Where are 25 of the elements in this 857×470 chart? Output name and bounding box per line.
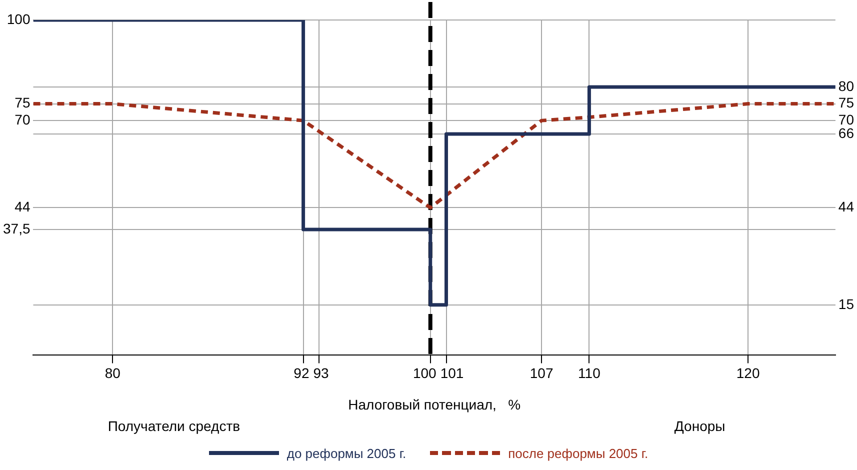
- x-tick-label: 110: [578, 365, 601, 382]
- x-tick-label: 93: [313, 365, 330, 382]
- y2-tick-label: 66: [838, 124, 854, 141]
- y2-tick-label: 75: [838, 94, 854, 111]
- x-tick-label: 120: [736, 365, 760, 382]
- x-tick-label: 100: [412, 365, 437, 382]
- text: до реформы 2005 г.: [286, 446, 406, 460]
- x-tick-label: 107: [530, 365, 554, 382]
- y2-tick-label: 44: [838, 198, 854, 215]
- x-tick-label: 101: [440, 365, 464, 382]
- line-series: [33, 102, 836, 210]
- y-tick-label: 75: [14, 94, 30, 111]
- x-tick-label: 80: [104, 365, 121, 382]
- y-tick-label: 44: [14, 198, 30, 215]
- y-tick-label: 70: [14, 111, 30, 128]
- x-axis-title: Налоговый потенциал, %: [348, 396, 521, 412]
- x-tick-label: 92: [294, 365, 310, 382]
- y-tick-label: 37,5: [3, 220, 30, 236]
- legend-label: после реформы 2005 г.: [508, 446, 648, 460]
- text: Доноры: [674, 418, 726, 434]
- y2-tick-label: 80: [838, 78, 854, 94]
- y2-tick-label: 70: [838, 111, 854, 128]
- y-tick-label: 100: [6, 10, 30, 27]
- text: Получатели средств: [108, 418, 240, 434]
- y2-tick-label: 15: [838, 296, 854, 312]
